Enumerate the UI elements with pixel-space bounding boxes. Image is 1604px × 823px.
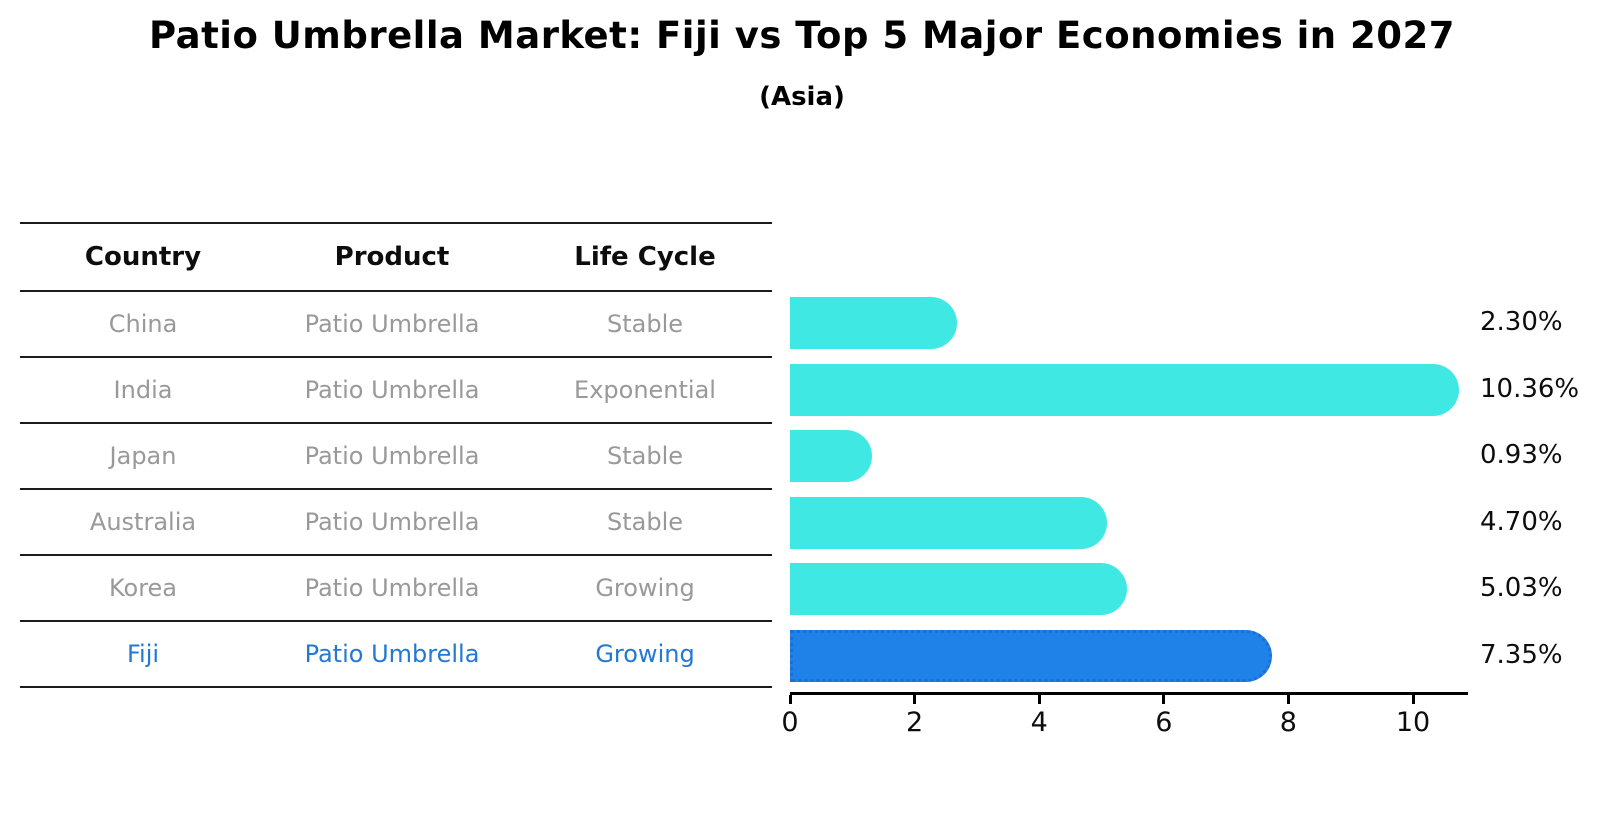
country-table: Country Product Life Cycle China Patio Umbre… — [20, 222, 772, 688]
table-cell-product: Patio Umbrella — [304, 508, 480, 536]
x-axis-tick — [913, 695, 917, 704]
bar-value-label: 7.35% — [1480, 640, 1563, 670]
table-cell-product: Patio Umbrella — [304, 376, 480, 404]
x-axis-tick-label: 8 — [1279, 707, 1297, 738]
x-axis-tick-label: 0 — [781, 707, 799, 738]
table-cell-product: Patio Umbrella — [304, 310, 480, 338]
column-header: Country — [84, 242, 202, 272]
x-axis-tick-label: 2 — [906, 707, 924, 738]
table-cell-life_cycle: Exponential — [574, 376, 716, 404]
bar-value-label: 0.93% — [1480, 440, 1563, 470]
table-cell-life_cycle: Stable — [606, 508, 684, 536]
table-cell-product: Patio Umbrella — [304, 442, 480, 470]
table-cell-product: Patio Umbrella — [304, 574, 480, 602]
table-row: India Patio Umbrella Exponential — [20, 356, 772, 422]
table-cell-country: Korea — [108, 574, 178, 602]
table-cell-country: Australia — [89, 508, 197, 536]
bar-value-label: 10.36% — [1480, 374, 1580, 404]
table-cell-life_cycle: Stable — [606, 310, 684, 338]
bar-china — [790, 297, 958, 349]
x-axis-tick-label: 6 — [1155, 707, 1173, 738]
chart-subtitle: (Asia) — [759, 82, 845, 112]
bar-korea — [790, 563, 1128, 615]
x-axis-line — [790, 692, 1468, 695]
bar-india — [790, 364, 1460, 416]
table-row: Fiji Patio Umbrella Growing — [20, 620, 772, 688]
table-cell-country: Fiji — [126, 640, 160, 668]
table-cell-life_cycle: Growing — [595, 574, 695, 602]
x-axis-tick — [1286, 695, 1290, 704]
table-cell-life_cycle: Stable — [606, 442, 684, 470]
x-axis-tick-label: 10 — [1395, 707, 1431, 738]
table-cell-product: Patio Umbrella — [304, 640, 480, 668]
column-header: Product — [334, 242, 450, 272]
table-cell-country: China — [108, 310, 178, 338]
bar-value-label: 4.70% — [1480, 507, 1563, 537]
bar-japan — [790, 430, 872, 482]
bar-value-label: 2.30% — [1480, 307, 1563, 337]
x-axis-tick — [1162, 695, 1166, 704]
table-row: China Patio Umbrella Stable — [20, 290, 772, 356]
bar-value-label: 5.03% — [1480, 573, 1563, 603]
column-header: Life Cycle — [574, 242, 716, 272]
table-row: Japan Patio Umbrella Stable — [20, 422, 772, 488]
bar-fiji — [790, 630, 1272, 682]
x-axis-tick-label: 4 — [1030, 707, 1048, 738]
chart-title: Patio Umbrella Market: Fiji vs Top 5 Maj… — [149, 14, 1455, 57]
x-axis-tick — [788, 695, 792, 704]
x-axis-tick — [1411, 695, 1415, 704]
table-cell-life_cycle: Growing — [595, 640, 695, 668]
bar-australia — [790, 497, 1107, 549]
table-cell-country: Japan — [109, 442, 177, 470]
table-row: Korea Patio Umbrella Growing — [20, 554, 772, 620]
table-header-row: Country Product Life Cycle — [20, 222, 772, 290]
x-axis-tick — [1037, 695, 1041, 704]
table-row: Australia Patio Umbrella Stable — [20, 488, 772, 554]
table-cell-country: India — [113, 376, 173, 404]
